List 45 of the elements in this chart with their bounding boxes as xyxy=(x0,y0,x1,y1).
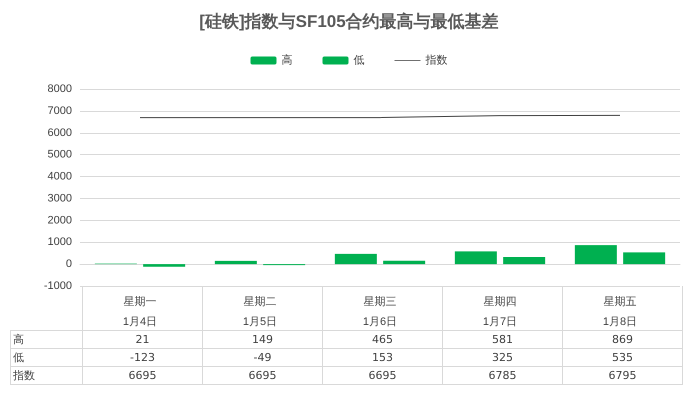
data-label: 465 xyxy=(322,330,442,348)
data-label: 21 xyxy=(82,330,202,348)
data-label: 6785 xyxy=(442,366,562,384)
y-tick-label: 1000 xyxy=(48,236,72,248)
bar xyxy=(143,264,186,267)
y-tick-label: 8000 xyxy=(48,83,72,95)
bar xyxy=(623,252,666,264)
y-tick-label: 3000 xyxy=(48,192,72,204)
x-tick-label: 星期四 1月7日 xyxy=(482,296,518,328)
data-label: 6695 xyxy=(322,366,442,384)
data-label: 535 xyxy=(562,348,682,366)
data-label: -123 xyxy=(82,348,202,366)
data-label: 581 xyxy=(442,330,562,348)
bar xyxy=(503,256,546,264)
data-label: 153 xyxy=(322,348,442,366)
x-tick-label: 星期五 1月8日 xyxy=(602,296,638,328)
data-label: 6795 xyxy=(562,366,682,384)
y-tick-label: 2000 xyxy=(48,214,72,226)
legend-label: 高 xyxy=(282,54,292,66)
data-label: 869 xyxy=(562,330,682,348)
bar xyxy=(383,260,426,264)
data-label: 325 xyxy=(442,348,562,366)
data-label: 149 xyxy=(202,330,322,348)
legend-label: 指数 xyxy=(424,54,448,66)
chart-title: [硅铁]指数与SF105合约最高与最低基差 xyxy=(199,12,499,31)
data-label: 6695 xyxy=(82,366,202,384)
y-tick-label: 4000 xyxy=(48,170,72,183)
x-tick-label: 星期三 1月6日 xyxy=(362,296,398,328)
text: 低 xyxy=(13,351,24,364)
bar xyxy=(334,254,377,264)
x-tick-label: 星期一 1月4日 xyxy=(122,296,158,328)
bar xyxy=(454,251,497,264)
y-tick-label: -1000 xyxy=(44,280,72,292)
y-tick-label: 7000 xyxy=(48,104,72,117)
x-tick-label: 星期二 1月5日 xyxy=(242,296,278,328)
data-label: -49 xyxy=(202,348,322,366)
y-tick-label: 5000 xyxy=(48,148,72,161)
bar xyxy=(214,260,257,264)
y-tick-label: 0 xyxy=(66,258,72,270)
text: 高 xyxy=(13,333,24,346)
legend-label: 低 xyxy=(354,54,364,66)
bar xyxy=(574,245,617,264)
text: 指数 xyxy=(13,369,35,382)
y-tick-label: 6000 xyxy=(48,126,72,139)
data-label: 6695 xyxy=(202,366,322,384)
